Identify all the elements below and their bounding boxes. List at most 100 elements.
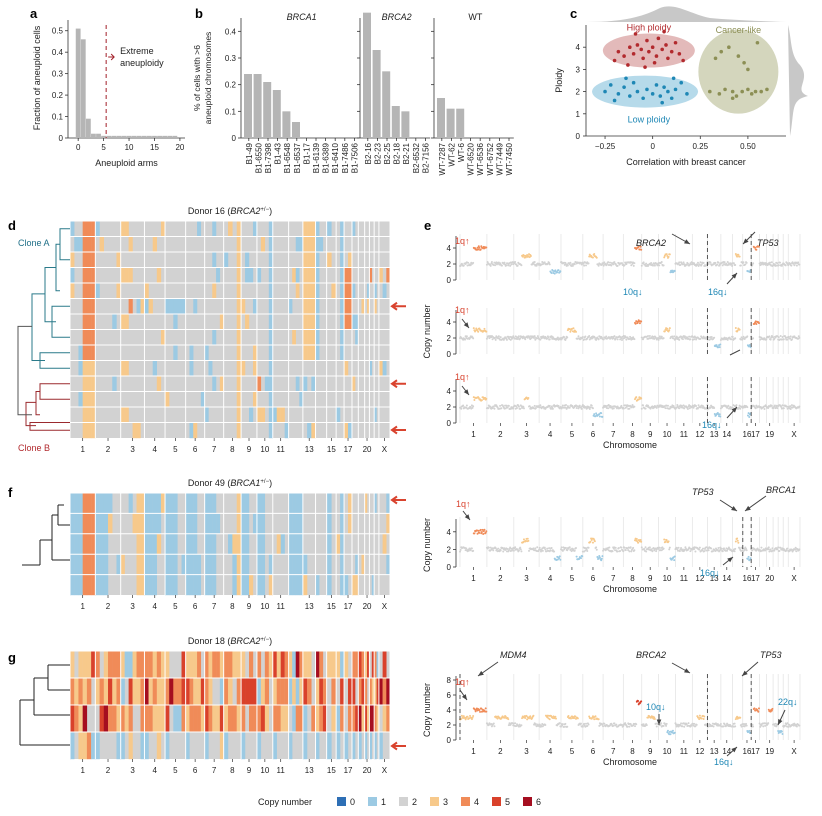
cn-point (755, 549, 758, 552)
cn-point (516, 407, 519, 410)
y-tick-label: 0 (447, 419, 452, 428)
cn-point (587, 723, 590, 726)
heatmap-cell (74, 574, 79, 596)
cn-point (480, 399, 483, 402)
cn-point (581, 555, 584, 558)
heatmap-cell (140, 533, 145, 555)
y-tick-label: 2 (447, 545, 452, 554)
cn-point (748, 271, 751, 274)
cn-point (655, 725, 658, 728)
heatmap-cell (140, 554, 145, 575)
heatmap-cell (378, 732, 383, 760)
cn-point (478, 531, 481, 534)
dendro-root (17, 325, 32, 416)
cn-point (780, 264, 783, 267)
heatmap-cell (95, 554, 100, 575)
heatmap-cell (355, 329, 359, 346)
cn-point (603, 261, 606, 264)
cn-point (684, 546, 687, 549)
cn-point (526, 718, 529, 721)
heatmap-cell (326, 554, 332, 575)
heatmap-cell (319, 236, 324, 253)
cn-point (707, 262, 710, 265)
cn-point (549, 549, 552, 552)
x-tick-label: WT-7287 (438, 142, 447, 175)
heatmap-cell (340, 513, 345, 534)
heatmap-cell (152, 574, 158, 596)
point (673, 87, 678, 92)
cn-point (640, 336, 643, 339)
heatmap-cell (91, 345, 96, 361)
cn-point (715, 344, 718, 347)
y-tick-label: 4 (447, 318, 452, 327)
cn-point (585, 722, 588, 725)
cn-point (472, 405, 475, 408)
heatmap-cell (208, 705, 213, 733)
heatmap-cell (173, 345, 178, 361)
cn-point (612, 337, 615, 340)
heatmap-cell (382, 705, 387, 733)
cn-point (776, 548, 779, 551)
heatmap-cell (348, 513, 353, 534)
cn-point (731, 406, 734, 409)
heatmap-cell (340, 221, 345, 237)
heatmap-cell (374, 493, 377, 514)
x-tick-label: B1-6139 (312, 142, 321, 173)
cn-point (616, 550, 619, 553)
heatmap-cell (236, 513, 242, 534)
point (717, 92, 722, 96)
heatmap-cell (212, 221, 217, 237)
heatmap-cell (299, 391, 304, 408)
panel-letter-c: c (570, 6, 577, 21)
heatmap-cell (132, 513, 137, 534)
point (727, 45, 731, 49)
x-tick-label: B2-18 (393, 142, 402, 164)
heatmap-cell (256, 493, 262, 514)
cn-point (533, 404, 536, 407)
legend-label-5: 5 (505, 797, 510, 807)
cn-point (781, 404, 784, 407)
cn-point (693, 262, 696, 265)
cn-point (591, 407, 594, 410)
heatmap-cell (82, 267, 88, 284)
heatmap-cell (86, 513, 92, 534)
chr-label-X: X (791, 430, 797, 439)
point (622, 85, 626, 89)
heatmap-cell (136, 574, 141, 596)
x-tick-label: WT-62 (447, 142, 456, 166)
cn-point (702, 261, 705, 264)
cn-point (719, 343, 722, 346)
heatmap-cell (108, 651, 113, 679)
cn-point (609, 404, 612, 407)
cn-point (517, 335, 520, 338)
cn-point (485, 710, 488, 713)
chr-label-19: 19 (765, 747, 774, 756)
cn-point (569, 717, 572, 720)
cn-point (742, 261, 745, 264)
pointer-head (731, 506, 737, 511)
heatmap-cell (295, 267, 300, 284)
dendro (55, 243, 60, 292)
heatmap-cell (103, 493, 109, 514)
heatmap-cell (156, 705, 162, 733)
cn-point (698, 718, 701, 721)
cn-point (601, 415, 604, 418)
bar (157, 135, 162, 138)
heatmap-cell (120, 360, 125, 377)
cn-point (669, 733, 672, 736)
heatmap-cell (144, 574, 149, 596)
heatmap-cell (78, 360, 83, 377)
cn-point (739, 716, 742, 719)
cn-point (665, 724, 668, 727)
heatmap-cell (386, 554, 391, 575)
heatmap-cell (236, 678, 242, 706)
heatmap-cell (340, 554, 345, 575)
chr-label-16: 16 (743, 574, 752, 583)
cn-point (586, 337, 589, 340)
y-tick-label: 0 (232, 134, 237, 143)
bar (80, 39, 86, 138)
heatmap-cell (344, 574, 349, 596)
selected-cell-arrow (390, 741, 406, 751)
cn-point (522, 538, 525, 541)
cn-point (497, 547, 500, 550)
